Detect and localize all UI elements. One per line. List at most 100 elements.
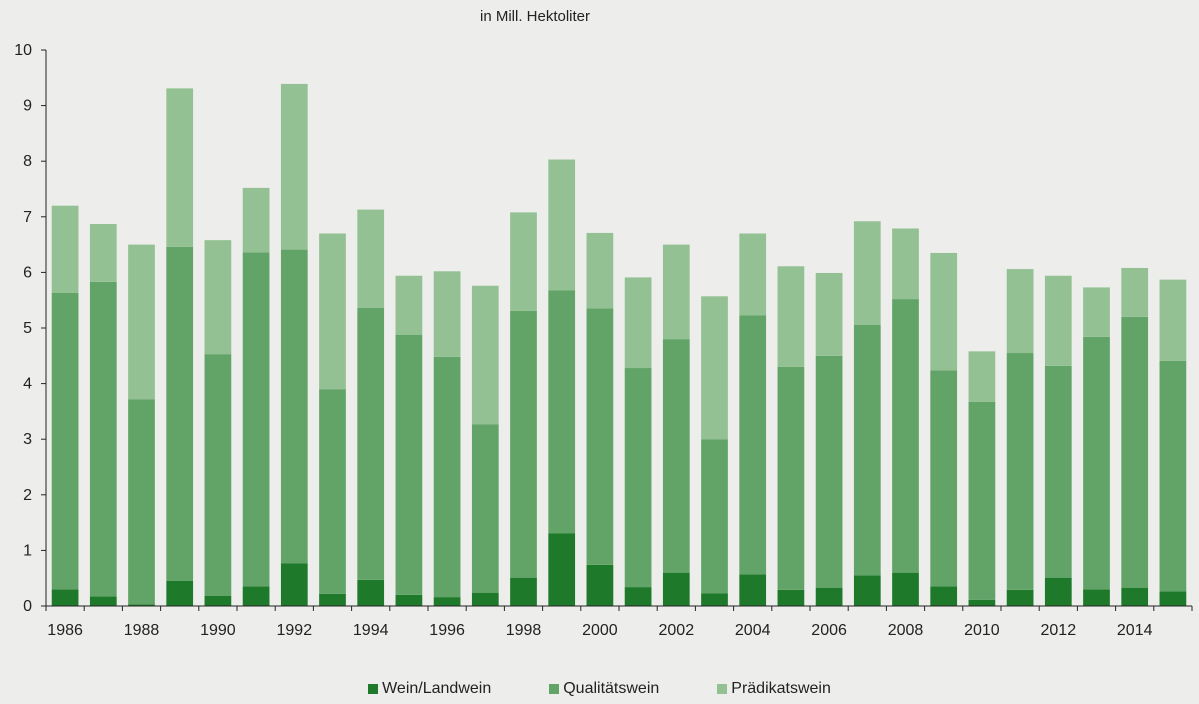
bar-segment-pr-dikatswein-1995: [395, 275, 423, 335]
y-tick-label-8: 8: [23, 153, 32, 170]
y-tick-label-9: 9: [23, 98, 32, 115]
legend: Wein/Landwein Qualitätswein Prädikatswei…: [0, 680, 1199, 698]
bar-segment-qualit-tswein-2010: [968, 401, 996, 600]
y-tick-label-10: 10: [14, 42, 32, 59]
bar-segment-pr-dikatswein-2008: [892, 228, 919, 300]
bar-segment-qualit-tswein-1993: [319, 389, 346, 594]
bar-segment-pr-dikatswein-1992: [280, 83, 308, 250]
bar-segment-pr-dikatswein-1996: [433, 271, 461, 357]
bar-segment-wein-landwein-1992: [280, 563, 308, 606]
bar-segment-pr-dikatswein-2011: [1006, 269, 1034, 354]
bar-segment-pr-dikatswein-1989: [166, 88, 194, 247]
y-tick-label-2: 2: [23, 487, 32, 504]
bar-segment-wein-landwein-2002: [662, 572, 690, 606]
x-tick-label-2012: 2012: [1041, 622, 1077, 639]
legend-label-wein-landwein: Wein/Landwein: [382, 680, 492, 697]
bar-segment-wein-landwein-1993: [319, 593, 346, 606]
bar-segment-qualit-tswein-1995: [395, 334, 423, 595]
bar-segment-wein-landwein-2015: [1159, 591, 1187, 606]
x-tick-label-1988: 1988: [124, 622, 160, 639]
bar-segment-qualit-tswein-1987: [89, 281, 117, 597]
bar-segment-wein-landwein-1987: [89, 596, 117, 606]
x-tick-label-2014: 2014: [1117, 622, 1153, 639]
legend-swatch-wein-landwein: [368, 684, 379, 694]
bar-segment-pr-dikatswein-2006: [815, 272, 843, 356]
axes-group: 0 1 2 3 4 5 6 7 8 9 10 1986 1988 1990 1992 1994 1996 1998…: [14, 42, 1193, 639]
y-tick-label-1: 1: [23, 542, 32, 559]
y-tick-label-5: 5: [23, 320, 32, 337]
bar-segment-pr-dikatswein-1998: [510, 212, 537, 311]
bar-segment-qualit-tswein-2001: [624, 368, 652, 588]
y-tick-label-6: 6: [23, 264, 32, 281]
bar-segment-qualit-tswein-2000: [586, 308, 614, 565]
bar-segment-qualit-tswein-1999: [548, 290, 576, 534]
y-tick-label-0: 0: [23, 598, 32, 615]
bar-segment-qualit-tswein-2015: [1159, 360, 1187, 592]
bar-segment-wein-landwein-1998: [510, 577, 537, 606]
bar-segment-qualit-tswein-1996: [433, 356, 461, 598]
x-tick-label-2002: 2002: [659, 622, 695, 639]
bar-segment-qualit-tswein-2012: [1044, 365, 1072, 578]
x-tick-label-2006: 2006: [811, 622, 847, 639]
bar-segment-qualit-tswein-2005: [777, 366, 805, 590]
bar-segment-pr-dikatswein-1993: [319, 233, 346, 390]
bar-segment-wein-landwein-1991: [242, 586, 270, 606]
bar-segment-qualit-tswein-2007: [853, 324, 881, 576]
x-tick-label-1998: 1998: [506, 622, 542, 639]
legend-label-qualitaetswein: Qualitätswein: [563, 680, 660, 697]
bar-segment-wein-landwein-2003: [701, 593, 728, 606]
y-tick-label-4: 4: [23, 376, 32, 393]
bar-segment-pr-dikatswein-1991: [242, 187, 270, 253]
y-tick-label-7: 7: [23, 209, 32, 226]
bar-segment-wein-landwein-2006: [815, 587, 843, 606]
y-tick-label-3: 3: [23, 431, 32, 448]
bar-segment-qualit-tswein-2008: [892, 299, 919, 573]
bar-segment-wein-landwein-2013: [1083, 589, 1110, 606]
bar-segment-qualit-tswein-2002: [662, 339, 690, 573]
bar-segment-qualit-tswein-1990: [204, 354, 232, 596]
bar-segment-wein-landwein-1986: [51, 589, 79, 606]
bar-segment-wein-landwein-2007: [853, 575, 881, 606]
bar-segment-pr-dikatswein-2015: [1159, 279, 1187, 361]
bar-segment-pr-dikatswein-2003: [701, 296, 728, 440]
bar-segment-wein-landwein-2009: [930, 586, 958, 606]
bar-segment-pr-dikatswein-2009: [930, 252, 958, 371]
bar-segment-pr-dikatswein-2013: [1083, 287, 1110, 337]
bar-segment-pr-dikatswein-1988: [128, 244, 155, 400]
x-tick-label-1990: 1990: [200, 622, 236, 639]
legend-swatch-praedikatswein: [717, 684, 728, 694]
bar-segment-wein-landwein-2011: [1006, 589, 1034, 606]
bar-segment-wein-landwein-2010: [968, 599, 996, 606]
legend-item-wein-landwein: Wein/Landwein: [368, 680, 491, 698]
bar-segment-wein-landwein-1997: [471, 592, 499, 606]
bar-segment-pr-dikatswein-2012: [1044, 275, 1072, 366]
bar-segment-qualit-tswein-2003: [701, 439, 728, 594]
x-tick-label-1992: 1992: [277, 622, 313, 639]
bar-segment-wein-landwein-1988: [128, 604, 155, 606]
bar-segment-pr-dikatswein-2004: [739, 233, 767, 316]
bar-segment-qualit-tswein-2006: [815, 355, 843, 588]
x-tick-label-1986: 1986: [47, 622, 83, 639]
bar-segment-qualit-tswein-1997: [471, 424, 499, 593]
bar-segment-wein-landwein-1999: [548, 533, 576, 606]
bar-segment-qualit-tswein-2011: [1006, 353, 1034, 590]
bar-segment-qualit-tswein-2013: [1083, 336, 1110, 590]
bar-segment-wein-landwein-1990: [204, 595, 232, 606]
bar-segment-pr-dikatswein-1999: [548, 159, 576, 291]
bar-segment-qualit-tswein-2009: [930, 370, 958, 587]
bar-segment-wein-landwein-2000: [586, 564, 614, 606]
bar-segment-qualit-tswein-1992: [280, 249, 308, 564]
x-tick-label-1994: 1994: [353, 622, 389, 639]
x-tick-label-2010: 2010: [964, 622, 1000, 639]
bar-segment-wein-landwein-1996: [433, 597, 461, 606]
bar-segment-qualit-tswein-2004: [739, 315, 767, 575]
bar-segment-pr-dikatswein-2000: [586, 232, 614, 309]
x-tick-label-2008: 2008: [888, 622, 924, 639]
bar-segment-pr-dikatswein-2001: [624, 277, 652, 369]
legend-swatch-qualitaetswein: [549, 684, 560, 694]
bar-segment-pr-dikatswein-1987: [89, 224, 117, 282]
bar-segment-qualit-tswein-1994: [357, 307, 385, 580]
unit-label: in Mill. Hektoliter: [480, 8, 591, 25]
legend-item-qualitaetswein: Qualitätswein: [549, 680, 659, 698]
